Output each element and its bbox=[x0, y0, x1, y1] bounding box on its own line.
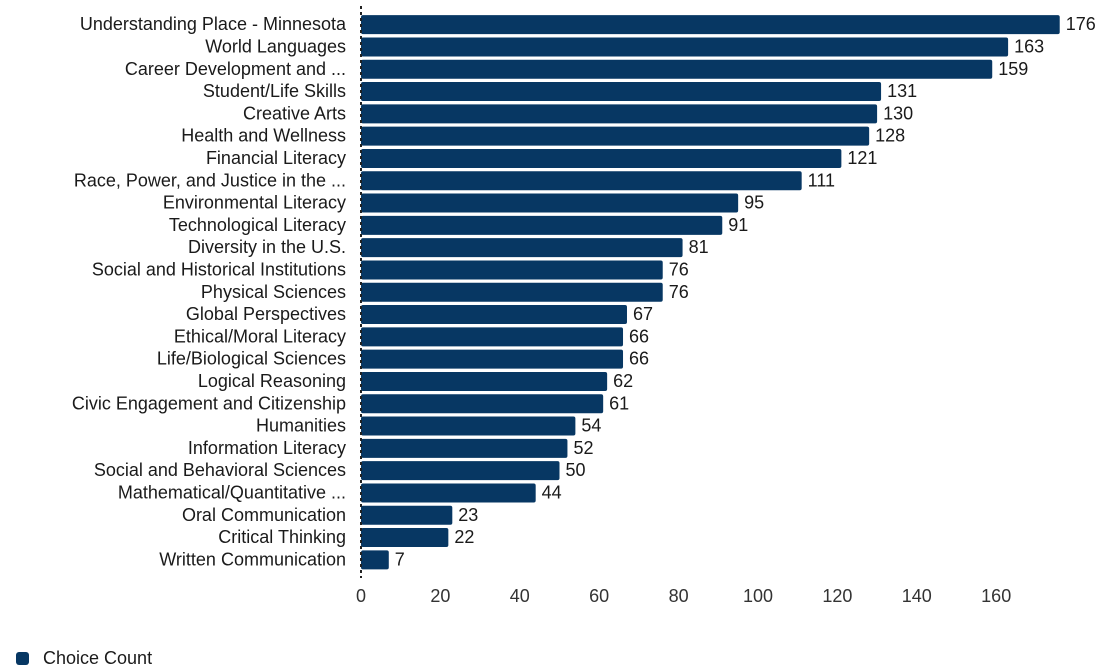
value-label: 54 bbox=[581, 416, 601, 436]
x-axis-ticks-group: 0 20 40 60 80 100 120 140 160 bbox=[356, 586, 1011, 606]
x-tick-label: 160 bbox=[981, 586, 1011, 606]
bar bbox=[361, 148, 842, 168]
category-label: World Languages bbox=[205, 36, 346, 56]
bar bbox=[361, 171, 802, 191]
value-label: 76 bbox=[669, 259, 689, 279]
bar bbox=[361, 371, 608, 391]
bar bbox=[361, 260, 663, 280]
value-label: 61 bbox=[609, 393, 629, 413]
category-label: Global Perspectives bbox=[186, 304, 346, 324]
x-tick-label: 0 bbox=[356, 586, 366, 606]
value-label: 121 bbox=[847, 148, 877, 168]
bars-group bbox=[361, 15, 1060, 570]
x-tick-label: 100 bbox=[743, 586, 773, 606]
value-label: 66 bbox=[629, 326, 649, 346]
bar bbox=[361, 305, 627, 325]
bar bbox=[361, 461, 560, 481]
category-label: Logical Reasoning bbox=[198, 371, 346, 391]
bar bbox=[361, 104, 878, 124]
bar bbox=[361, 15, 1060, 35]
category-label: Mathematical/Quantitative ... bbox=[118, 482, 346, 502]
value-label: 76 bbox=[669, 282, 689, 302]
category-label: Written Communication bbox=[159, 549, 346, 569]
bar bbox=[361, 215, 723, 235]
category-label: Physical Sciences bbox=[201, 282, 346, 302]
value-label: 23 bbox=[458, 505, 478, 525]
value-label: 52 bbox=[573, 438, 593, 458]
bar bbox=[361, 59, 993, 79]
category-label: Health and Wellness bbox=[181, 126, 346, 146]
x-tick-label: 40 bbox=[510, 586, 530, 606]
category-label: Ethical/Moral Literacy bbox=[174, 326, 346, 346]
value-label: 159 bbox=[998, 59, 1028, 79]
bar bbox=[361, 126, 870, 146]
value-label: 44 bbox=[542, 482, 562, 502]
bar bbox=[361, 193, 739, 213]
value-label: 67 bbox=[633, 304, 653, 324]
bar bbox=[361, 394, 604, 414]
category-label: Information Literacy bbox=[188, 438, 346, 458]
category-label: Student/Life Skills bbox=[203, 81, 346, 101]
value-label: 95 bbox=[744, 193, 764, 213]
bar bbox=[361, 327, 624, 347]
value-label: 176 bbox=[1066, 14, 1096, 34]
category-label: Diversity in the U.S. bbox=[188, 237, 346, 257]
x-tick-label: 80 bbox=[669, 586, 689, 606]
value-label: 111 bbox=[808, 170, 835, 190]
x-tick-label: 20 bbox=[430, 586, 450, 606]
category-label: Critical Thinking bbox=[218, 527, 346, 547]
value-label: 50 bbox=[566, 460, 586, 480]
bar bbox=[361, 483, 536, 503]
value-label: 66 bbox=[629, 349, 649, 369]
category-label: Career Development and ... bbox=[125, 59, 346, 79]
x-tick-label: 120 bbox=[822, 586, 852, 606]
legend-label: Choice Count bbox=[43, 648, 153, 668]
category-label: Technological Literacy bbox=[169, 215, 346, 235]
value-label: 131 bbox=[887, 81, 917, 101]
bar bbox=[361, 505, 453, 525]
x-tick-label: 140 bbox=[902, 586, 932, 606]
bar bbox=[361, 416, 576, 436]
category-label: Civic Engagement and Citizenship bbox=[72, 393, 346, 413]
value-label: 22 bbox=[454, 527, 474, 547]
category-label: Social and Historical Institutions bbox=[92, 259, 346, 279]
bar bbox=[361, 82, 882, 102]
value-label: 7 bbox=[395, 549, 405, 569]
value-label: 62 bbox=[613, 371, 633, 391]
bar bbox=[361, 550, 389, 570]
bar bbox=[361, 282, 663, 302]
bar bbox=[361, 37, 1009, 57]
category-label: Financial Literacy bbox=[206, 148, 346, 168]
legend-swatch bbox=[16, 652, 29, 665]
legend: Choice Count bbox=[16, 648, 152, 669]
value-label: 81 bbox=[689, 237, 709, 257]
value-label: 163 bbox=[1014, 36, 1044, 56]
category-label: Environmental Literacy bbox=[163, 193, 346, 213]
category-label: Creative Arts bbox=[243, 103, 346, 123]
x-tick-label: 60 bbox=[589, 586, 609, 606]
value-label: 91 bbox=[728, 215, 748, 235]
category-label: Humanities bbox=[256, 416, 346, 436]
category-label: Life/Biological Sciences bbox=[157, 349, 346, 369]
category-label: Oral Communication bbox=[182, 505, 346, 525]
bar bbox=[361, 349, 624, 369]
category-label: Race, Power, and Justice in the ... bbox=[74, 170, 346, 190]
value-labels-group: 1761631591311301281211119591817676676666… bbox=[395, 14, 1096, 569]
value-label: 128 bbox=[875, 126, 905, 146]
bar bbox=[361, 528, 449, 548]
category-label: Social and Behavioral Sciences bbox=[94, 460, 346, 480]
bar bbox=[361, 438, 568, 458]
bar bbox=[361, 238, 683, 258]
value-label: 130 bbox=[883, 103, 913, 123]
category-label: Understanding Place - Minnesota bbox=[80, 14, 347, 34]
